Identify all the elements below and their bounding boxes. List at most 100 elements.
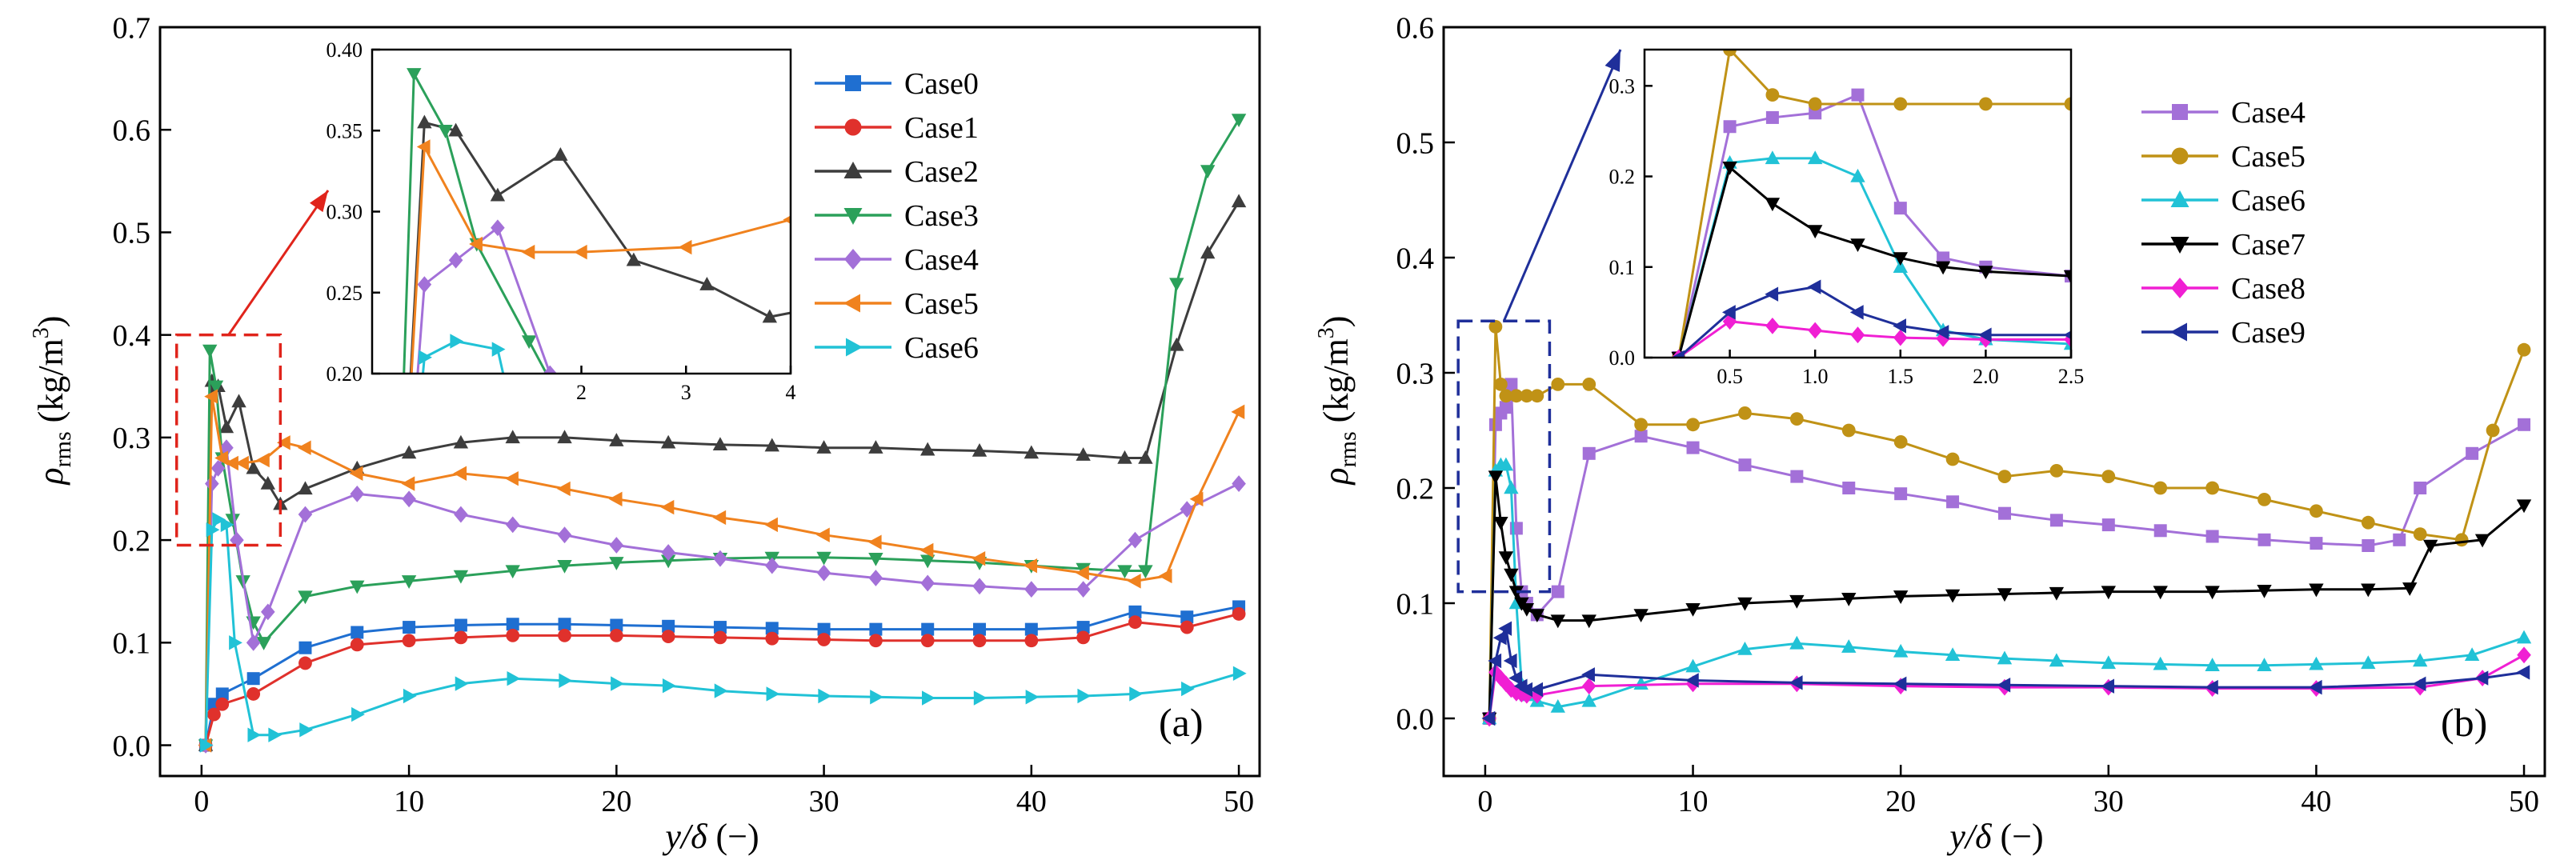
- b-point-case4: [1504, 378, 1518, 391]
- a-point-case2: [1200, 245, 1216, 259]
- a-point-case0: [1180, 610, 1194, 624]
- a-inset-point-case3: [521, 335, 537, 350]
- panel-a-x-axis-title: y/δ (−): [662, 817, 759, 856]
- a-inset-series-case2: [409, 114, 791, 374]
- b-point-case6: [1841, 639, 1857, 653]
- b-inset-point-case8: [1765, 317, 1780, 334]
- b-point-case4: [1997, 506, 2011, 520]
- a-point-case4: [1128, 531, 1143, 549]
- a-point-case5: [276, 435, 290, 450]
- a-point-case5: [505, 470, 519, 486]
- b-point-case4: [2518, 418, 2531, 431]
- b-point-case7: [1945, 589, 1961, 603]
- panel-a-inset: 2 3 4 0.20 0.25 0.30 0.35 0.40: [327, 38, 796, 404]
- a-point-case3: [1117, 565, 1132, 579]
- panel-a-ylabel-symbol: ρ: [31, 467, 70, 486]
- b-inset-point-case7: [1808, 225, 1823, 239]
- a-point-case6: [206, 522, 220, 538]
- b-inset-xtick-label: 2.0: [1973, 365, 1999, 388]
- b-legend-label: Case8: [2231, 272, 2306, 306]
- a-legend-marker: [844, 118, 862, 136]
- b-point-case4: [1686, 441, 1700, 454]
- a-point-case0: [1128, 605, 1142, 618]
- a-point-case3: [453, 570, 469, 584]
- a-point-case4: [261, 603, 275, 621]
- a-inset-point-case2: [490, 187, 506, 202]
- a-point-case4: [210, 459, 226, 477]
- a-legend-label: Case1: [904, 111, 979, 145]
- b-legend-marker: [2171, 147, 2189, 165]
- panel-a-label: (a): [1159, 700, 1204, 745]
- b-point-case5: [2486, 423, 2500, 438]
- b-inset-point-case5: [1979, 97, 1993, 111]
- a-point-case2: [298, 481, 313, 495]
- a-point-case3: [1231, 114, 1247, 127]
- a-point-case6: [507, 670, 521, 686]
- b-ytick-label: 0.5: [1396, 126, 1435, 160]
- a-point-case1: [765, 631, 779, 646]
- b-point-case5: [1738, 406, 1752, 420]
- a-point-case6: [247, 727, 262, 742]
- b-inset-point-case5: [1723, 50, 1737, 57]
- a-legend-marker: [843, 162, 863, 178]
- panel-a-ylabel-units: (kg/m: [31, 338, 70, 422]
- b-point-case9: [1503, 653, 1517, 669]
- b-point-case7: [2101, 586, 2116, 600]
- panel-b-zoom-indicator: [1456, 49, 1622, 594]
- b-ytick-label: 0.2: [1396, 472, 1435, 506]
- b-point-case5: [1945, 452, 1960, 466]
- b-point-case9: [1481, 710, 1496, 726]
- a-point-case2: [246, 460, 261, 474]
- b-inset-point-case4: [1893, 202, 1907, 215]
- b-inset-point-case9: [1977, 327, 1992, 342]
- a-point-case3: [1200, 165, 1216, 179]
- b-point-case7: [1997, 588, 2013, 602]
- b-inset-point-case7: [1978, 266, 1993, 280]
- b-point-case4: [1790, 470, 1804, 483]
- b-point-case7: [1493, 517, 1508, 530]
- a-point-case4: [1076, 581, 1091, 598]
- a-legend-label: Case6: [904, 331, 979, 365]
- b-point-case4: [1634, 430, 1648, 443]
- a-point-case4: [661, 544, 675, 561]
- b-legend-item-case7: Case7: [2141, 228, 2306, 262]
- b-point-case6: [2413, 653, 2428, 667]
- panel-a-zoom-indicator: [174, 190, 330, 547]
- b-point-case4: [2258, 533, 2271, 546]
- a-point-case5: [349, 466, 363, 481]
- a-inset-point-case6: [450, 334, 464, 349]
- a-inset-point-case5: [416, 139, 431, 154]
- b-inset-point-case7: [1935, 261, 1951, 275]
- b-point-case6: [2257, 658, 2272, 671]
- a-point-case3: [1138, 565, 1153, 579]
- b-point-case6: [2361, 655, 2376, 670]
- b-inset-axes: 0.5 1.0 1.5 2.0 2.5 0.0 0.1 0.2 0.3: [1609, 74, 2085, 388]
- b-inset-point-case6: [1893, 259, 1908, 273]
- a-point-case5: [556, 481, 571, 497]
- b-ytick-label: 0.6: [1396, 11, 1435, 45]
- panel-a-frame: [158, 26, 1261, 778]
- svg-text:ρrms (kg/m3): ρrms (kg/m3): [1314, 316, 1361, 486]
- b-inset-point-case9: [2063, 330, 2071, 339]
- a-point-case2: [920, 442, 935, 456]
- a-inset-point-case4: [417, 276, 432, 294]
- a-point-case6: [229, 635, 242, 650]
- b-xtick-label: 10: [1678, 785, 1709, 818]
- b-point-case4: [1946, 495, 1960, 509]
- a-zoom-arrow: [227, 190, 330, 336]
- b-point-case9: [1893, 676, 1907, 691]
- b-inset-series-case5: [1672, 50, 2071, 358]
- a-point-case6: [973, 690, 988, 706]
- a-point-case1: [868, 634, 883, 648]
- b-point-case5: [1893, 435, 1908, 449]
- a-legend-item-case4: Case4: [815, 243, 979, 277]
- b-point-case5: [1841, 423, 1856, 438]
- b-inset-point-case9: [1849, 305, 1864, 320]
- b-point-case9: [1581, 667, 1595, 682]
- a-point-case3: [1169, 278, 1184, 292]
- b-point-case7: [1581, 614, 1596, 629]
- b-point-case9: [2474, 670, 2489, 686]
- b-inset-point-case8: [1893, 329, 1908, 346]
- a-point-case1: [215, 697, 230, 711]
- a-point-case3: [246, 616, 261, 630]
